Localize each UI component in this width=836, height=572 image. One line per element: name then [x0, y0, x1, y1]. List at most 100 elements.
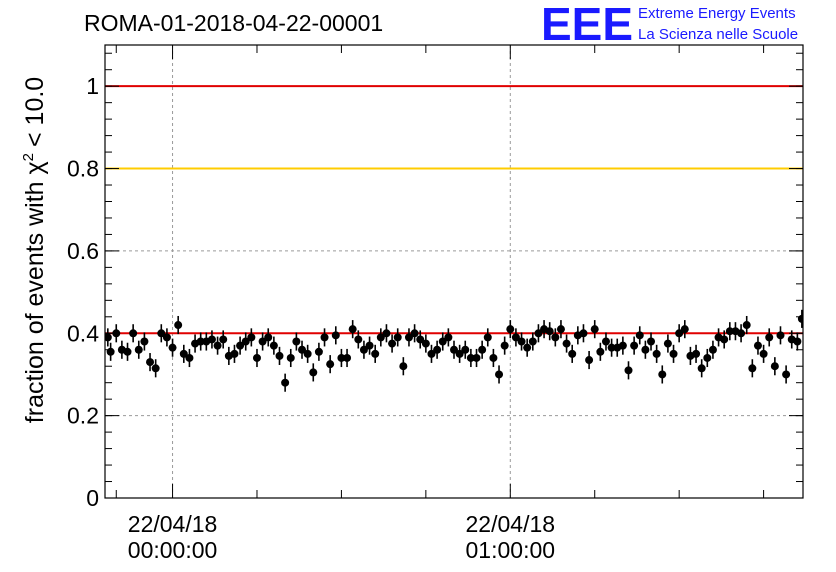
- data-point: [455, 349, 464, 358]
- data-point: [213, 341, 222, 350]
- data-point: [348, 325, 357, 334]
- data-point: [427, 349, 436, 358]
- data-point: [725, 327, 734, 336]
- data-point: [478, 345, 487, 354]
- eee-logo: EEE Extreme Energy Events La Scienza nel…: [541, 0, 798, 50]
- data-point: [495, 370, 504, 379]
- axis-ticks: [105, 45, 803, 499]
- data-point: [264, 333, 273, 342]
- data-point: [106, 347, 115, 356]
- data-point: [776, 331, 785, 340]
- data-point: [618, 341, 627, 350]
- data-point: [675, 329, 684, 338]
- data-point: [523, 343, 532, 352]
- data-point: [720, 335, 729, 344]
- data-point: [236, 341, 245, 350]
- data-point: [680, 325, 689, 334]
- data-point: [179, 349, 188, 358]
- y-axis-title-exponent: 2: [20, 153, 37, 161]
- data-point: [545, 327, 554, 336]
- data-point: [658, 370, 667, 379]
- data-point: [303, 349, 312, 358]
- data-point: [326, 360, 335, 369]
- data-points: [105, 309, 803, 392]
- data-point: [708, 345, 717, 354]
- data-point: [343, 353, 352, 362]
- eee-logo-mark: EEE: [541, 0, 633, 50]
- data-point: [275, 351, 284, 360]
- data-point: [551, 333, 560, 342]
- data-point: [797, 314, 803, 323]
- data-point: [556, 325, 565, 334]
- data-point: [247, 333, 256, 342]
- data-point: [393, 333, 402, 342]
- data-point: [433, 345, 442, 354]
- y-tick-label: 0.6: [67, 238, 99, 264]
- eee-logo-line1: Extreme Energy Events: [638, 5, 796, 22]
- data-point: [630, 341, 639, 350]
- data-point: [770, 362, 779, 371]
- data-point: [404, 333, 413, 342]
- data-point: [647, 337, 656, 346]
- data-point: [230, 349, 239, 358]
- data-point: [105, 333, 112, 342]
- data-point: [258, 337, 267, 346]
- data-point: [517, 337, 526, 346]
- data-point: [269, 341, 278, 350]
- data-point: [382, 329, 391, 338]
- data-point: [292, 337, 301, 346]
- data-point: [241, 337, 250, 346]
- data-point: [314, 347, 323, 356]
- data-point: [585, 356, 594, 365]
- data-point: [298, 345, 307, 354]
- x-tick-label-time: 00:00:00: [128, 537, 218, 563]
- data-point: [793, 337, 802, 346]
- data-point: [331, 331, 340, 340]
- data-point: [596, 347, 605, 356]
- data-point: [399, 362, 408, 371]
- y-axis-title-text: fraction of events with: [21, 181, 49, 423]
- data-point: [511, 333, 520, 342]
- data-point: [140, 337, 149, 346]
- data-point: [354, 335, 363, 344]
- plot-frame: [104, 44, 804, 499]
- y-axis-title: fraction of events with χ2 < 10.0: [20, 77, 49, 423]
- data-point: [309, 368, 318, 377]
- grid-lines: [105, 45, 803, 498]
- data-point: [669, 349, 678, 358]
- data-point: [388, 339, 397, 348]
- data-point: [134, 345, 143, 354]
- data-point: [500, 341, 509, 350]
- data-point: [151, 364, 160, 373]
- x-tick-label-date: 22/04/18: [466, 511, 556, 537]
- data-point: [376, 333, 385, 342]
- data-point: [196, 337, 205, 346]
- data-point: [562, 339, 571, 348]
- data-point: [472, 353, 481, 362]
- data-point: [483, 333, 492, 342]
- data-point: [590, 325, 599, 334]
- data-point: [252, 353, 261, 362]
- data-point: [748, 364, 757, 373]
- data-point: [635, 331, 644, 340]
- data-point: [162, 333, 171, 342]
- y-tick-label: 0.8: [67, 156, 99, 182]
- data-point: [438, 337, 447, 346]
- data-point: [157, 329, 166, 338]
- data-point: [371, 349, 380, 358]
- data-point: [359, 345, 368, 354]
- data-point: [697, 364, 706, 373]
- x-tick-label-time: 01:00:00: [466, 537, 556, 563]
- y-tick-label: 0: [86, 485, 99, 511]
- data-point: [168, 343, 177, 352]
- data-point: [579, 329, 588, 338]
- y-tick-label: 0.4: [67, 320, 99, 346]
- data-point: [528, 337, 537, 346]
- data-point: [692, 349, 701, 358]
- data-point: [652, 349, 661, 358]
- data-point: [281, 378, 290, 387]
- data-point: [461, 345, 470, 354]
- data-point: [663, 339, 672, 348]
